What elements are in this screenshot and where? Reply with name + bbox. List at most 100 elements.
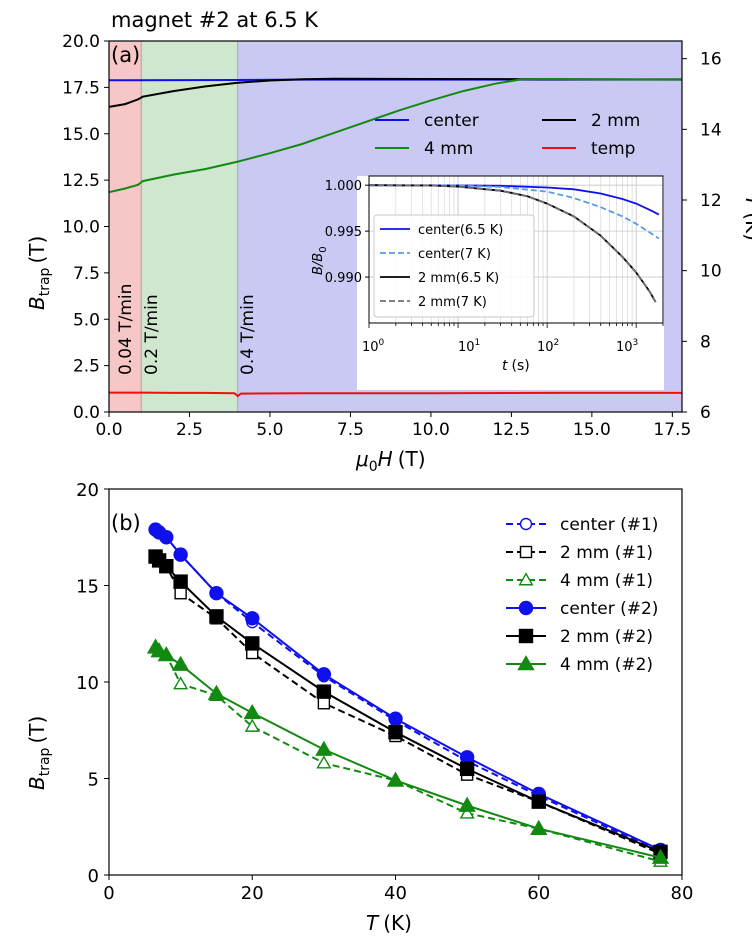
inset-legend-label: 2 mm(6.5 K) — [418, 271, 499, 286]
data-point-marker — [518, 628, 534, 644]
data-point-marker — [459, 805, 475, 819]
x-tick-label: 15.0 — [573, 420, 611, 440]
right-y-tick-label: 10 — [700, 262, 722, 282]
data-point-marker — [317, 697, 331, 710]
data-point-marker — [316, 684, 332, 699]
data-point-marker — [157, 646, 175, 662]
panel-b-legend: center (#1) 2 mm (#1) 4 mm (#1) center (#2)… — [506, 515, 658, 675]
y-tick-label: 7.5 — [73, 264, 100, 284]
panel-a-ticks: 0.0 2.5 5.0 7.5 10.0 12.5 15.0 17.5 0.0 2.5 5.0 7.5… — [62, 32, 722, 440]
panel-a: magnet #2 at 6.5 K 0.0 2.5 5.0 7.5 10.0 12.5 1… — [25, 8, 752, 475]
data-point-marker — [245, 611, 260, 626]
data-point-marker — [209, 609, 224, 624]
y-tick-label: 0 — [88, 866, 99, 887]
y-tick-label: 15 — [76, 577, 99, 598]
data-point-marker — [207, 684, 226, 700]
data-point-marker — [174, 587, 187, 600]
data-point-marker — [651, 848, 670, 864]
data-point-marker — [386, 771, 405, 787]
inset-y-tick-label: 0.990 — [325, 271, 362, 286]
y-tick-label: 12.5 — [62, 171, 100, 191]
y-tick-label: 10.0 — [62, 218, 100, 238]
panel-a-legend: center 2 mm 4 mm temp — [375, 111, 640, 159]
legend-label: 4 mm (#2) — [560, 655, 653, 675]
data-point-marker — [159, 559, 174, 574]
legend-label: 2 mm (#2) — [560, 627, 653, 647]
rate-band — [141, 41, 238, 412]
inset-y-tick-label: 0.995 — [325, 225, 362, 240]
inset-legend-label: center(6.5 K) — [418, 223, 503, 238]
y-tick-label: 5.0 — [73, 310, 100, 330]
legend-label: 2 mm (#1) — [560, 543, 653, 563]
right-y-tick-label: 16 — [700, 50, 722, 70]
inset-plot: 1.000 0.995 0.990 center(6.5 K) center(7 K)… — [311, 175, 664, 390]
x-tick-label: 17.5 — [653, 420, 691, 440]
panel-a-xlabel: μ0H (T) — [355, 447, 426, 475]
y-tick-label: 2.5 — [73, 357, 100, 377]
x-tick-label: 20 — [241, 883, 264, 904]
data-point-marker — [173, 574, 188, 589]
inset-series — [368, 184, 660, 303]
data-point-marker — [518, 572, 534, 586]
panel-b-ylabel: Btrap(T) — [25, 716, 53, 790]
legend-label: 4 mm (#1) — [560, 571, 653, 591]
legend-label: center (#1) — [560, 515, 658, 535]
panel-b-ticks: 0 20 40 60 80 0 5 10 15 20 — [76, 480, 693, 904]
right-y-tick-label: 12 — [700, 191, 722, 211]
data-point-marker — [243, 703, 261, 720]
series-line — [109, 391, 682, 398]
rate-band — [109, 41, 142, 412]
data-point-marker — [388, 724, 403, 740]
inset-xtick-label: 101 — [458, 338, 480, 355]
legend-label: 4 mm — [424, 139, 473, 159]
y-tick-label: 17.5 — [62, 78, 100, 98]
x-tick-label: 2.5 — [176, 420, 203, 440]
inset-xtick-label: 102 — [537, 338, 559, 355]
inset-legend-label: center(7 K) — [418, 247, 491, 262]
panel-a-label: (a) — [111, 43, 140, 67]
inset-series-line — [368, 184, 660, 240]
data-point-marker — [459, 761, 475, 777]
x-tick-label: 12.5 — [492, 420, 530, 440]
right-y-tick-label: 6 — [700, 403, 711, 423]
inset-frame — [368, 175, 664, 324]
y-tick-label: 0.0 — [73, 403, 100, 423]
inset-xtick-label: 100 — [362, 338, 385, 355]
y-tick-label: 10 — [76, 673, 99, 694]
data-point-marker — [388, 711, 403, 726]
inset-ylabel: B/B0 — [311, 246, 329, 275]
panel-b-frame — [108, 488, 683, 876]
data-point-marker — [531, 794, 546, 809]
x-tick-label: 0 — [103, 883, 114, 904]
right-y-tick-label: 14 — [700, 120, 722, 140]
panel-a-frame — [108, 40, 683, 413]
x-tick-label: 0.0 — [95, 420, 122, 440]
data-point-marker — [171, 655, 190, 671]
svg-text:T(K): T(K) — [741, 195, 752, 241]
data-point-marker — [209, 586, 224, 601]
svg-text:B/B0: B/B0 — [311, 246, 329, 275]
panel-a-series — [108, 77, 683, 398]
data-point-marker — [458, 796, 476, 812]
data-point-marker — [530, 819, 548, 835]
y-tick-label: 20 — [76, 480, 99, 501]
rate-label-mid: 0.2 T/min — [142, 294, 162, 375]
inset-legend-label: 2 mm(7 K) — [418, 295, 487, 310]
data-point-marker — [244, 718, 260, 732]
svg-text:Btrap(T): Btrap(T) — [25, 716, 53, 790]
legend-label: temp — [591, 139, 635, 159]
inset-y-tick-label: 1.000 — [325, 179, 362, 194]
inset-xtick-label: 103 — [616, 338, 638, 355]
inset-series-line — [368, 184, 657, 303]
data-point-marker — [316, 667, 332, 682]
inset-xlabel: t (s) — [502, 358, 530, 374]
x-tick-label: 5.0 — [256, 420, 283, 440]
x-tick-label: 60 — [527, 883, 550, 904]
panel-b-xlabel: T (K) — [366, 911, 412, 935]
data-point-marker — [159, 530, 174, 545]
panel-a-header: magnet #2 at 6.5 K — [111, 8, 319, 32]
data-point-marker — [519, 545, 533, 559]
rate-label-slow: 0.04 T/min — [116, 284, 136, 375]
data-point-marker — [316, 755, 332, 769]
inset-xticklabels: 100 101 102 103 — [362, 338, 638, 355]
